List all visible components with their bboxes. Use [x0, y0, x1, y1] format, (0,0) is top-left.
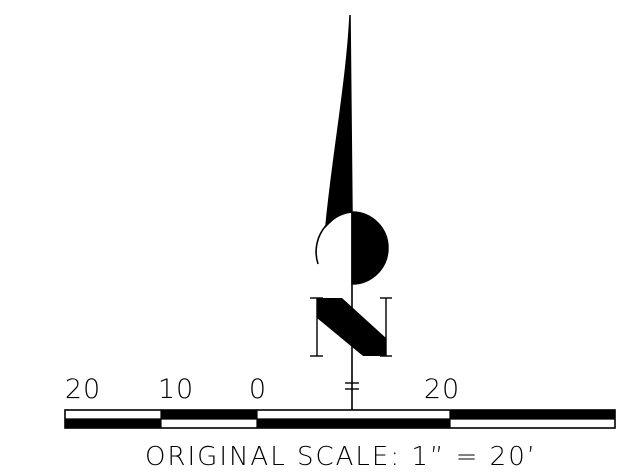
scale-bar-segment-3 — [450, 410, 615, 419]
scale-bar-tick-labels: 20 10 0 20 — [65, 374, 460, 405]
scale-tick-label: 10 — [158, 374, 194, 405]
scale-bar — [64, 409, 616, 429]
scale-bar-segment-2 — [257, 419, 450, 428]
north-arrow-dial-outline — [315, 211, 353, 265]
north-arrow — [310, 14, 392, 412]
north-arrow-needle — [325, 14, 353, 228]
scale-bar-segment-0 — [65, 419, 161, 428]
north-arrow-dial-fill — [351, 211, 389, 285]
scale-tick-label: 20 — [65, 374, 101, 405]
scale-tick-label: 0 — [249, 374, 267, 405]
scale-tick-label: 20 — [424, 374, 460, 405]
north-letter-glyph — [310, 297, 392, 357]
scale-bar-segment-1 — [161, 410, 257, 419]
scale-caption: ORIGINAL SCALE: 1” = 20’ — [145, 442, 537, 472]
